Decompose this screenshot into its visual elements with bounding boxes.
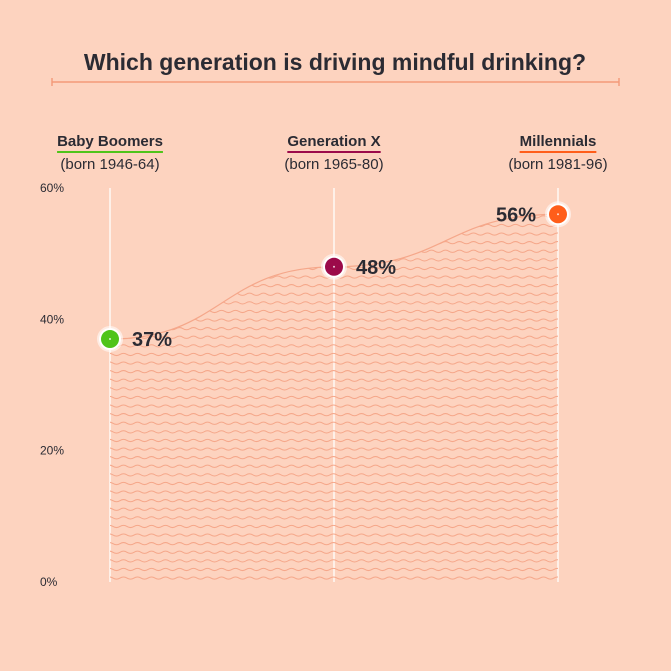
wave-line	[110, 473, 558, 477]
wave-line	[110, 550, 558, 554]
wave-line	[110, 327, 558, 331]
wave-line	[110, 533, 558, 537]
wave-line	[110, 464, 558, 468]
wave-line	[110, 430, 558, 434]
chart-title: Which generation is driving mindful drin…	[84, 49, 586, 75]
wave-line	[110, 292, 558, 296]
wave-line	[110, 542, 558, 546]
wave-line	[110, 232, 558, 236]
wave-line	[110, 387, 558, 391]
y-tick-label: 60%	[40, 181, 64, 195]
wave-line	[110, 438, 558, 443]
wave-line	[110, 499, 558, 503]
wave-line	[110, 507, 558, 511]
data-points: 37% 48% 56%	[97, 201, 571, 353]
point-center-0	[109, 338, 111, 341]
wave-line	[110, 378, 558, 382]
wave-line	[110, 335, 558, 339]
y-tick-label: 40%	[40, 312, 64, 326]
wave-line	[110, 284, 558, 288]
y-axis: 0% 20% 40% 60%	[40, 181, 64, 589]
wave-line	[110, 567, 558, 572]
wave-line	[110, 344, 558, 348]
generation-name-2: Millennials	[520, 133, 597, 150]
wave-line	[110, 309, 558, 314]
value-label-0: 37%	[132, 329, 172, 351]
point-center-1	[333, 265, 335, 268]
wave-line	[110, 370, 558, 374]
wave-line	[110, 456, 558, 460]
value-label-1: 48%	[356, 257, 396, 279]
wave-line	[110, 404, 558, 408]
wave-line	[110, 559, 558, 563]
wave-line	[110, 524, 558, 529]
wave-line	[110, 241, 558, 245]
generation-born-1: (born 1965-80)	[284, 156, 383, 173]
wave-line	[110, 516, 558, 520]
wave-line	[110, 301, 558, 305]
wave-line	[110, 352, 558, 357]
wave-line	[110, 421, 558, 425]
wave-line	[110, 447, 558, 451]
point-center-2	[557, 213, 559, 216]
wave-line	[110, 413, 558, 417]
generation-born-2: (born 1981-96)	[508, 156, 607, 173]
generation-name-1: Generation X	[287, 133, 380, 150]
wave-line	[110, 481, 558, 486]
wave-line	[110, 576, 558, 580]
wave-line	[110, 395, 558, 400]
wave-line	[110, 318, 558, 322]
wave-line	[110, 361, 558, 365]
y-tick-label: 20%	[40, 444, 64, 458]
generation-headers: Baby Boomers (born 1946-64) Generation X (b…	[57, 133, 608, 173]
wave-line	[110, 490, 558, 494]
wave-line	[110, 249, 558, 253]
value-label-2: 56%	[496, 204, 536, 226]
category-lines	[109, 188, 559, 582]
generation-born-0: (born 1946-64)	[60, 156, 159, 173]
y-tick-label: 0%	[40, 575, 58, 589]
generation-name-0: Baby Boomers	[57, 133, 163, 150]
